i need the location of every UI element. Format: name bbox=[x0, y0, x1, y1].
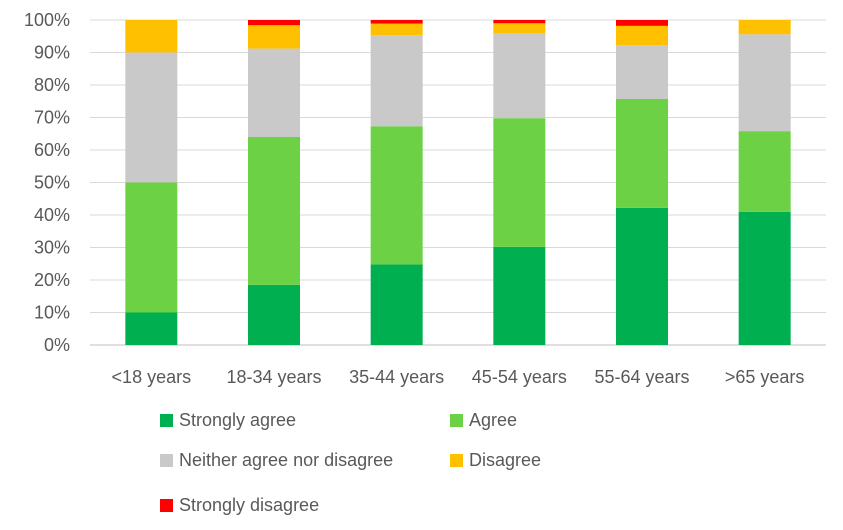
bar-segment-neither-agree-nor-disagree bbox=[370, 35, 423, 127]
y-tick-label: 90% bbox=[34, 43, 70, 63]
bar-segment-strongly-agree bbox=[125, 312, 178, 345]
legend-item: Neither agree nor disagree bbox=[160, 450, 393, 471]
y-tick-label: 80% bbox=[34, 75, 70, 95]
legend: Strongly agree Agree Neither agree nor dis… bbox=[160, 410, 680, 526]
legend-swatch bbox=[160, 454, 173, 467]
legend-item: Agree bbox=[450, 410, 517, 431]
y-tick-label: 0% bbox=[44, 335, 70, 355]
bar-segment-neither-agree-nor-disagree bbox=[248, 48, 300, 137]
legend-swatch bbox=[160, 414, 173, 427]
bar-segment-neither-agree-nor-disagree bbox=[738, 34, 791, 132]
y-tick-label: 40% bbox=[34, 205, 70, 225]
y-tick-label: 100% bbox=[24, 10, 70, 30]
legend-label: Strongly agree bbox=[179, 410, 297, 430]
bar-segment-agree bbox=[248, 137, 300, 285]
bar-segment-agree bbox=[616, 98, 668, 208]
bar-segment-strongly-agree bbox=[370, 264, 423, 345]
bar-segment-agree bbox=[493, 118, 546, 247]
bar-segment-strongly-disagree bbox=[616, 20, 668, 26]
x-tick-label: 45-54 years bbox=[472, 367, 567, 387]
y-tick-label: 60% bbox=[34, 140, 70, 160]
bar-segment-disagree bbox=[248, 25, 300, 49]
legend-label: Agree bbox=[469, 410, 518, 430]
legend-item: Strongly disagree bbox=[160, 495, 319, 516]
bar-segment-neither-agree-nor-disagree bbox=[616, 45, 668, 99]
x-tick-label: 18-34 years bbox=[226, 367, 321, 387]
bar-segment-agree bbox=[738, 131, 791, 212]
y-tick-label: 20% bbox=[34, 270, 70, 290]
bar-segment-agree bbox=[125, 182, 178, 313]
y-tick-label: 50% bbox=[34, 173, 70, 193]
chart-canvas: 0% 10% 20% 30% 40% 50% 60% 70% 80% 90% 100% <18 yea… bbox=[24, 10, 826, 387]
legend-swatch bbox=[450, 414, 463, 427]
y-tick-label: 70% bbox=[34, 108, 70, 128]
y-tick-label: 30% bbox=[34, 238, 70, 258]
x-tick-label: 35-44 years bbox=[349, 367, 444, 387]
legend-item: Disagree bbox=[450, 450, 541, 471]
x-tick-label: >65 years bbox=[725, 367, 805, 387]
bar-segment-strongly-agree bbox=[493, 246, 546, 345]
legend-item: Strongly agree bbox=[160, 410, 296, 431]
bar-segment-agree bbox=[370, 126, 423, 265]
legend-label: Disagree bbox=[469, 450, 542, 470]
x-tick-label: 55-64 years bbox=[594, 367, 689, 387]
bar-segment-neither-agree-nor-disagree bbox=[493, 33, 546, 119]
bar-segment-disagree bbox=[125, 20, 178, 53]
bar-segment-strongly-disagree bbox=[493, 20, 546, 24]
bar-segment-disagree bbox=[738, 20, 791, 35]
legend-label: Strongly disagree bbox=[179, 495, 320, 515]
bar-segment-disagree bbox=[370, 23, 423, 36]
bar-segment-disagree bbox=[493, 23, 546, 33]
legend-swatch bbox=[160, 499, 173, 512]
bar-segment-disagree bbox=[616, 25, 668, 46]
y-tick-label: 10% bbox=[34, 303, 70, 323]
bar-segment-strongly-agree bbox=[738, 211, 791, 345]
bar-segment-strongly-disagree bbox=[248, 20, 300, 26]
bar-segment-strongly-agree bbox=[248, 284, 300, 345]
bar-segment-strongly-disagree bbox=[370, 20, 423, 24]
bar-segment-neither-agree-nor-disagree bbox=[125, 52, 178, 183]
x-tick-label: <18 years bbox=[112, 367, 192, 387]
legend-label: Neither agree nor disagree bbox=[179, 450, 394, 470]
bar-segment-strongly-agree bbox=[616, 207, 668, 345]
legend-swatch bbox=[450, 454, 463, 467]
